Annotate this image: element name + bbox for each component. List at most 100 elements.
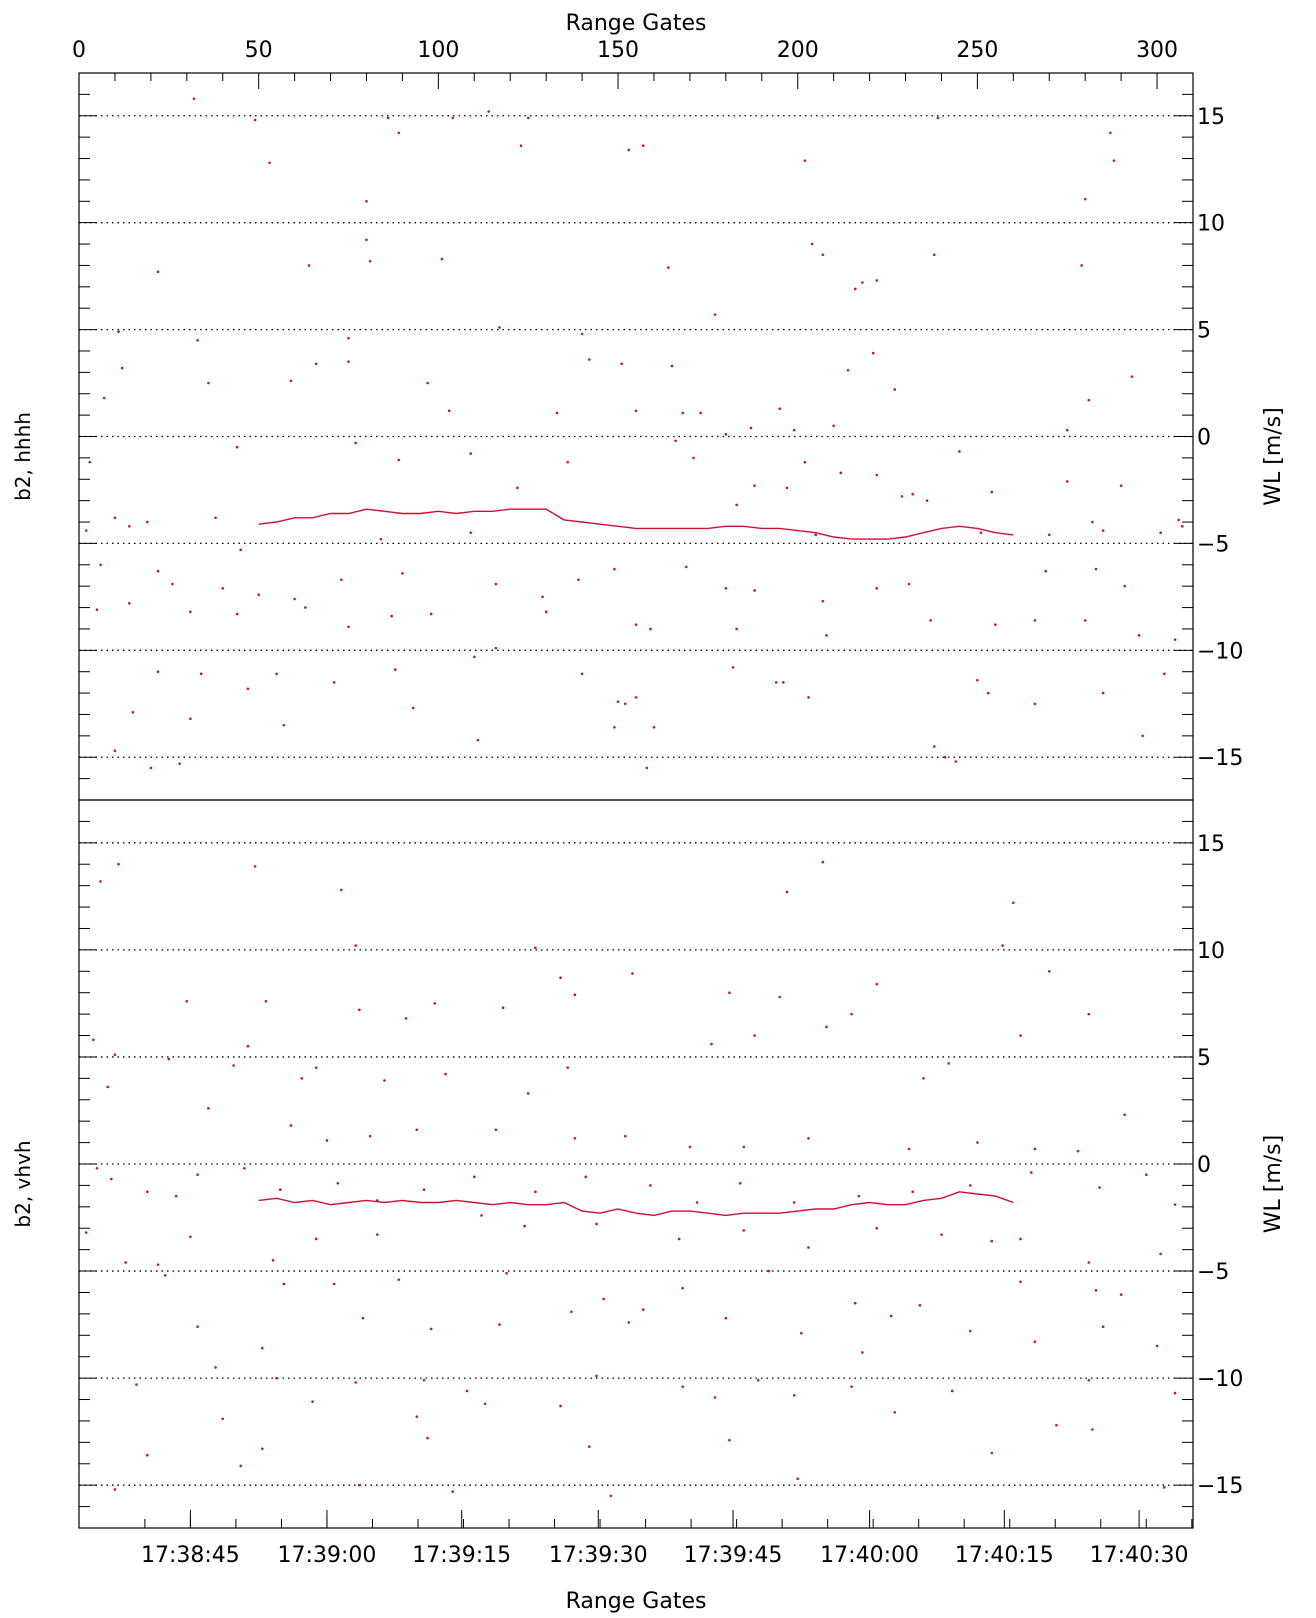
scatter-point (785, 486, 789, 490)
scatter-point (480, 1214, 483, 1217)
scatter-point (368, 1134, 372, 1138)
scatter-point (494, 1128, 498, 1132)
scatter-point (631, 972, 634, 975)
scatter-point (354, 1381, 358, 1384)
scatter-point (710, 1042, 713, 1046)
scatter-point (756, 1378, 760, 1382)
scatter-point (1047, 533, 1051, 537)
scatter-point (1101, 529, 1105, 532)
scatter-point (728, 991, 731, 995)
scatter-point (347, 336, 350, 340)
scatter-point (1055, 1423, 1058, 1427)
scatter-point (943, 755, 947, 759)
top-axis-tick-label: 100 (417, 38, 459, 63)
scatter-point (336, 1181, 340, 1185)
y-axis-tick-label: −5 (1197, 1260, 1229, 1285)
scatter-point (469, 531, 472, 535)
scatter-point (332, 1282, 336, 1286)
scatter-point (1109, 131, 1112, 135)
scatter-point (724, 1316, 728, 1320)
scatter-point (293, 597, 296, 601)
scatter-point (124, 1261, 128, 1264)
scatter-point (753, 589, 756, 592)
scatter-point (196, 1325, 199, 1329)
scatter-point (404, 1017, 408, 1020)
scatter-point (189, 1235, 192, 1239)
scatter-point (1173, 638, 1177, 641)
scatter-point (595, 1222, 598, 1226)
scatter-point (573, 993, 577, 997)
scatter-point (422, 1378, 426, 1382)
scatter-point (534, 1190, 537, 1194)
scatter-point (853, 287, 857, 291)
scatter-point (807, 1137, 810, 1140)
scatter-point (415, 1415, 419, 1418)
scatter-point (688, 1145, 692, 1149)
scatter-point (189, 610, 192, 614)
scatter-point (577, 578, 580, 582)
scatter-point (685, 565, 688, 569)
scatter-point (979, 531, 983, 535)
scatter-point (498, 1323, 501, 1326)
scatter-point (156, 1263, 160, 1266)
scatter-point (526, 116, 530, 120)
scatter-point (652, 726, 656, 729)
scatter-point (113, 1053, 117, 1057)
scatter-point (426, 381, 429, 385)
scatter-point (641, 144, 645, 147)
scatter-point (340, 888, 343, 892)
scatter-point (587, 1445, 591, 1448)
panel-label: b2, vhvh (11, 1140, 35, 1227)
scatter-point (609, 1494, 613, 1498)
y-axis-tick-label: −10 (1197, 639, 1243, 664)
scatter-point (354, 441, 358, 445)
scatter-point (282, 1282, 286, 1286)
scatter-point (695, 1201, 699, 1204)
scatter-point (1162, 672, 1166, 676)
top-axis-tick-label: 0 (72, 38, 86, 63)
scatter-point (559, 1404, 562, 1408)
bottom-axis-tick-label: 17:40:15 (955, 1543, 1054, 1568)
scatter-point (976, 678, 979, 682)
scatter-point (135, 1383, 138, 1386)
scatter-point (156, 670, 160, 674)
scatter-point (875, 982, 879, 986)
top-axis-tick-label: 200 (777, 38, 819, 63)
scatter-point (390, 614, 393, 618)
scatter-point (1094, 1289, 1098, 1292)
scatter-point (932, 253, 936, 257)
y-axis-tick-label: 0 (1197, 1153, 1211, 1178)
scatter-point (257, 593, 260, 597)
scatter-point (1033, 1340, 1037, 1344)
scatter-point (232, 1064, 235, 1067)
scatter-point (825, 1025, 828, 1029)
scatter-point (95, 1166, 99, 1170)
scatter-point (968, 1184, 972, 1187)
scatter-point (681, 1385, 685, 1388)
scatter-point (102, 396, 106, 400)
scatter-point (156, 569, 160, 573)
scatter-point (472, 1175, 476, 1179)
scatter-point (99, 563, 102, 567)
bottom-axis-title: Range Gates (566, 1589, 707, 1614)
scatter-point (1019, 1237, 1022, 1241)
scatter-point (167, 1057, 171, 1061)
scatter-point (289, 1124, 293, 1127)
scatter-point (451, 1490, 455, 1493)
scatter-point (379, 537, 383, 541)
scatter-point (692, 456, 695, 460)
scatter-point (782, 681, 785, 684)
scatter-point (958, 450, 961, 453)
scatter-point (253, 865, 257, 868)
scatter-point (821, 860, 825, 864)
scatter-point (422, 1188, 426, 1191)
scatter-point (587, 358, 591, 361)
scatter-point (724, 433, 728, 436)
scatter-point (1087, 1012, 1091, 1016)
scatter-point (667, 266, 670, 269)
scatter-point (1177, 518, 1180, 522)
y-axis-tick-label: −15 (1197, 1474, 1243, 1499)
scatter-point (239, 548, 243, 552)
scatter-point (235, 612, 239, 616)
